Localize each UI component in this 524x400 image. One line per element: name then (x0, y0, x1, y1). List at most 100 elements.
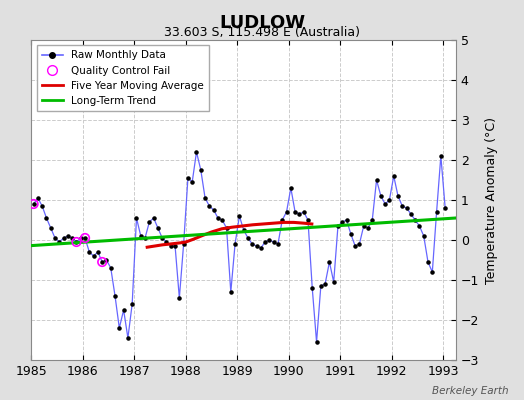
Point (312, 339, 321, 345)
Point (300, 209, 308, 215)
Point (325, 259, 334, 265)
Point (141, 235, 149, 241)
Point (72, 239, 81, 245)
Point (420, 233, 428, 239)
Point (239, 227, 248, 233)
Point (407, 211, 415, 217)
Point (90, 253, 98, 259)
Point (373, 177, 381, 183)
Point (119, 307, 128, 313)
Point (51, 235, 59, 241)
Point (226, 289, 235, 295)
Point (389, 173, 398, 179)
Point (29, 201, 38, 207)
Point (432, 209, 441, 215)
Point (94, 249, 102, 255)
Point (265, 237, 274, 243)
Point (278, 217, 287, 223)
Point (106, 265, 115, 271)
Point (210, 207, 218, 213)
Point (38, 203, 46, 209)
Point (201, 195, 209, 201)
Point (34, 195, 42, 201)
Point (385, 197, 394, 203)
Point (98, 259, 106, 265)
Point (347, 231, 355, 237)
Point (222, 225, 231, 231)
Point (55, 239, 63, 245)
Point (81, 235, 89, 241)
Point (428, 269, 436, 275)
Point (295, 211, 303, 217)
Text: Berkeley Earth: Berkeley Earth (432, 386, 508, 396)
Point (64, 233, 72, 239)
Point (205, 203, 214, 209)
Point (304, 217, 312, 223)
Point (334, 223, 342, 229)
Point (77, 235, 85, 241)
Point (85, 249, 93, 255)
Point (124, 335, 132, 341)
Point (115, 325, 124, 331)
Point (398, 203, 407, 209)
Point (59, 235, 68, 241)
Point (137, 233, 145, 239)
Point (316, 283, 325, 289)
Point (154, 225, 162, 231)
Text: 33.603 S, 115.498 E (Australia): 33.603 S, 115.498 E (Australia) (164, 26, 360, 39)
Point (184, 175, 192, 181)
Point (287, 185, 295, 191)
Point (282, 209, 291, 215)
Point (171, 243, 179, 249)
Point (111, 293, 119, 299)
Point (231, 241, 239, 247)
Point (81, 235, 89, 241)
Point (291, 209, 299, 215)
Point (188, 179, 196, 185)
Point (351, 243, 359, 249)
Point (29, 201, 38, 207)
Point (381, 201, 389, 207)
Point (257, 245, 265, 251)
Point (269, 239, 278, 245)
Point (402, 205, 411, 211)
Point (72, 239, 81, 245)
Point (68, 235, 77, 241)
Point (411, 217, 419, 223)
Point (274, 241, 282, 247)
Point (128, 301, 136, 307)
Point (424, 259, 432, 265)
Text: LUDLOW: LUDLOW (219, 14, 305, 32)
Point (330, 279, 338, 285)
Point (132, 215, 140, 221)
Point (261, 239, 269, 245)
Point (441, 205, 450, 211)
Point (436, 153, 445, 159)
Point (308, 285, 316, 291)
Point (179, 241, 188, 247)
Point (359, 223, 368, 229)
Point (338, 219, 346, 225)
Point (253, 243, 261, 249)
Point (244, 235, 252, 241)
Point (158, 235, 167, 241)
Point (248, 241, 256, 247)
Point (218, 217, 226, 223)
Point (364, 225, 372, 231)
Y-axis label: Temperature Anomaly (°C): Temperature Anomaly (°C) (485, 116, 498, 284)
Point (149, 215, 158, 221)
Point (47, 225, 55, 231)
Point (321, 281, 329, 287)
Point (162, 239, 171, 245)
Point (368, 217, 376, 223)
Point (167, 243, 175, 249)
Point (175, 295, 183, 301)
Point (98, 259, 106, 265)
Point (355, 241, 364, 247)
Legend: Raw Monthly Data, Quality Control Fail, Five Year Moving Average, Long-Term Tren: Raw Monthly Data, Quality Control Fail, … (37, 45, 209, 111)
Point (342, 217, 351, 223)
Point (42, 215, 51, 221)
Point (377, 193, 385, 199)
Point (145, 219, 154, 225)
Point (214, 215, 222, 221)
